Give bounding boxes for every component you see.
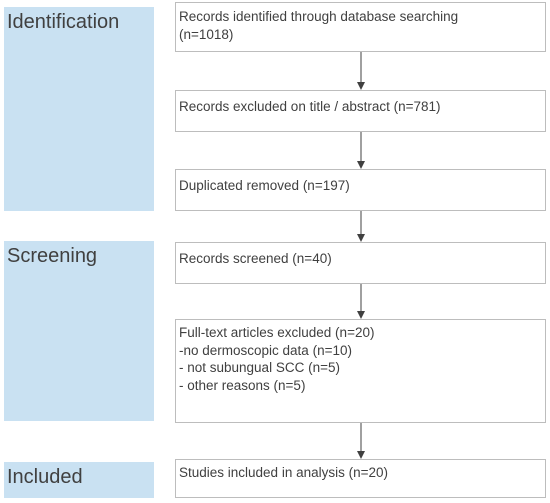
- box-fulltext-excluded: Full-text articles excluded (n=20) -no d…: [175, 319, 546, 423]
- box-records-excluded-title: Records excluded on title / abstract (n=…: [175, 90, 546, 132]
- stage-label-included: Included: [4, 462, 154, 498]
- box-line: Records screened (n=40): [179, 251, 332, 266]
- box-line: - other reasons (n=5): [179, 377, 306, 393]
- box-line: - not subungual SCC (n=5): [179, 360, 340, 375]
- box-line: Studies included in analysis (n=20): [179, 465, 388, 480]
- box-records-identified: Records identified through database sear…: [175, 2, 546, 52]
- stage-label-screening: Screening: [4, 241, 154, 421]
- box-line: (n=1018): [179, 26, 234, 42]
- box-line: Full-text articles excluded (n=20): [179, 325, 375, 340]
- box-line: Records identified through database sear…: [179, 9, 459, 24]
- box-line: Duplicated removed (n=197): [179, 178, 350, 193]
- box-duplicates-removed: Duplicated removed (n=197): [175, 169, 546, 211]
- box-line: -no dermoscopic data (n=10): [179, 342, 352, 358]
- stage-label-identification: Identification: [4, 7, 154, 211]
- box-line: Records excluded on title / abstract (n=…: [179, 99, 441, 114]
- box-records-screened: Records screened (n=40): [175, 242, 546, 284]
- box-studies-included: Studies included in analysis (n=20): [175, 459, 546, 498]
